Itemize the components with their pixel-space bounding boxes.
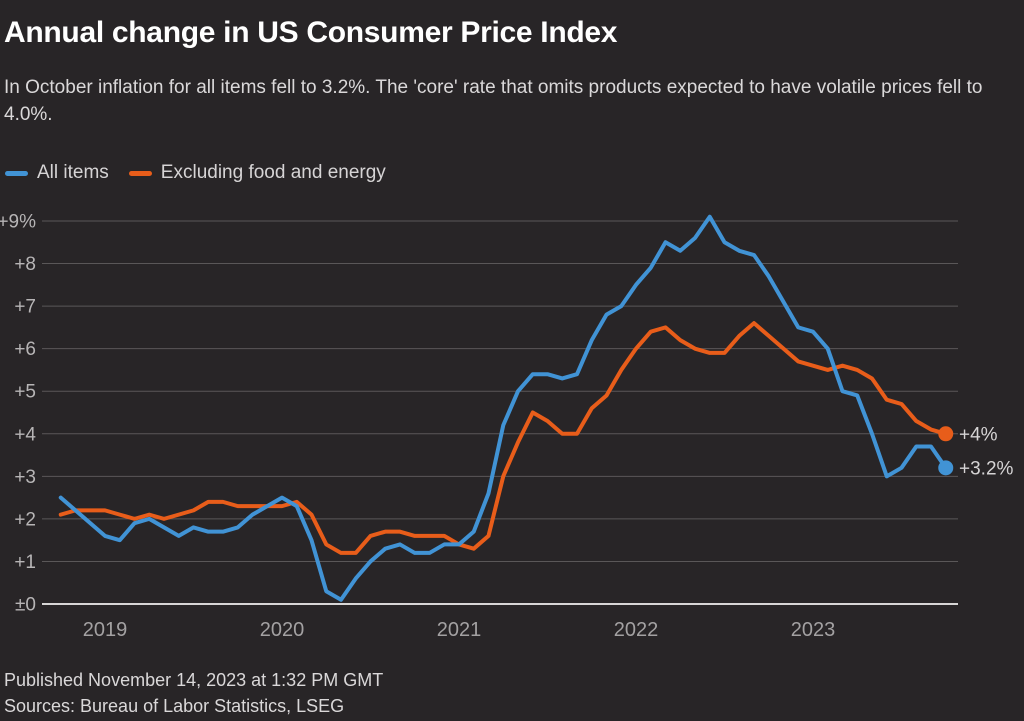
legend: All items Excluding food and energy (5, 162, 386, 184)
series-line-all-items (58, 214, 948, 602)
legend-label-core: Excluding food and energy (160, 162, 386, 183)
x-tick-label: 2023 (791, 619, 836, 641)
series-line-excluding-food-and-energy (58, 321, 948, 555)
y-tick-label: +2 (14, 509, 36, 530)
legend-swatch-all-items (5, 170, 28, 176)
x-tick-label: 2022 (614, 619, 659, 641)
legend-label-all-items: All items (37, 162, 109, 183)
series-end-label-all-items: +3.2% (959, 458, 1014, 479)
y-tick-label: +5 (14, 382, 36, 403)
y-tick-label: +3 (14, 467, 36, 488)
x-tick-label: 2020 (260, 619, 305, 641)
y-tick-label: +6 (14, 339, 36, 360)
series-end-label-excluding-food-and-energy: +4% (959, 424, 998, 445)
chart-subtitle: In October inflation for all items fell … (4, 77, 983, 125)
legend-item-core: Excluding food and energy (128, 162, 386, 184)
x-tick-label: 2019 (83, 619, 128, 641)
y-tick-label: ±0 (15, 595, 36, 616)
chart-footer: Published November 14, 2023 at 1:32 PM G… (4, 667, 1020, 719)
y-tick-label: +9% (0, 211, 36, 232)
sources-line: Sources: Bureau of Labor Statistics, LSE… (4, 696, 345, 716)
series-end-dot-excluding-food-and-energy (938, 426, 954, 442)
y-tick-label: +8 (14, 254, 36, 275)
y-tick-label: +7 (14, 297, 36, 318)
y-tick-label: +4 (14, 424, 36, 445)
published-timestamp: Published November 14, 2023 at 1:32 PM G… (4, 670, 384, 690)
y-tick-label: +1 (14, 552, 36, 573)
chart-title: Annual change in US Consumer Price Index (4, 16, 618, 49)
x-tick-label: 2021 (437, 619, 482, 641)
series-end-dot-all-items (938, 460, 954, 476)
legend-swatch-core (128, 170, 152, 176)
legend-item-all-items: All items (5, 162, 109, 184)
